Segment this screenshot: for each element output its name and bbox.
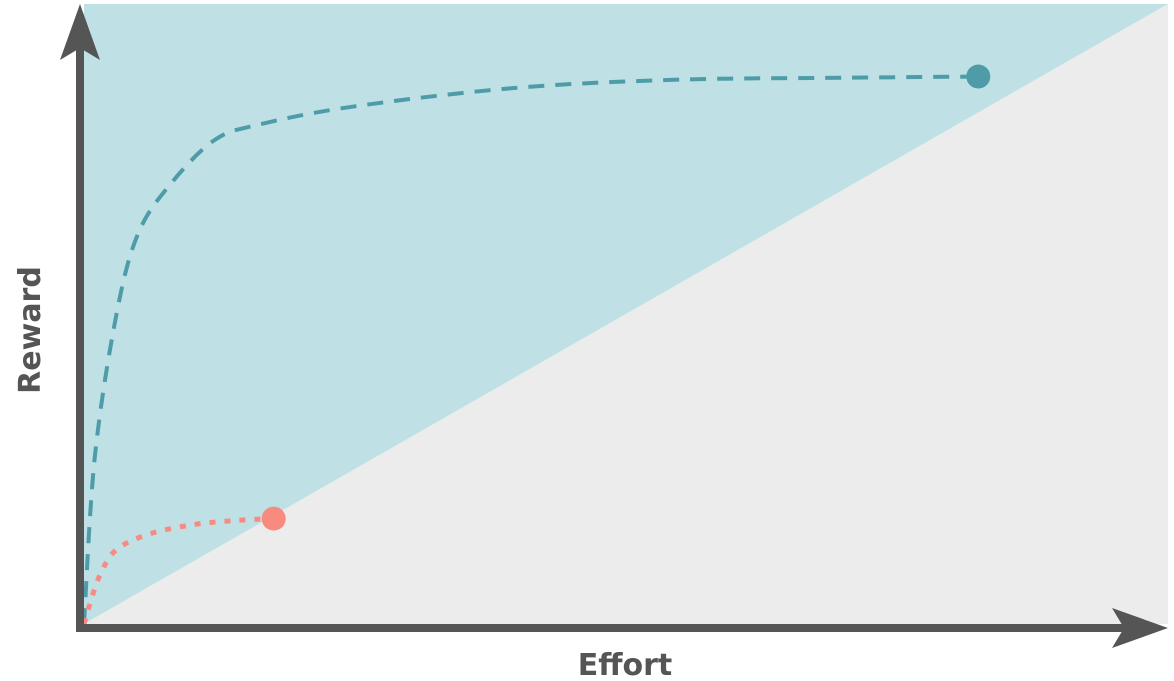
y-axis-arrowhead: [60, 4, 100, 60]
x-axis-arrowhead: [1112, 608, 1168, 648]
axes-layer: [60, 4, 1168, 648]
region-below-line: [84, 4, 1168, 624]
x-axis-label: Effort: [578, 648, 673, 681]
coral-endpoint-marker: [261, 506, 286, 531]
regions-layer: [84, 4, 1168, 624]
markers-layer: [261, 64, 991, 531]
y-axis-label: Reward: [13, 266, 48, 394]
teal-endpoint-marker: [966, 64, 991, 89]
